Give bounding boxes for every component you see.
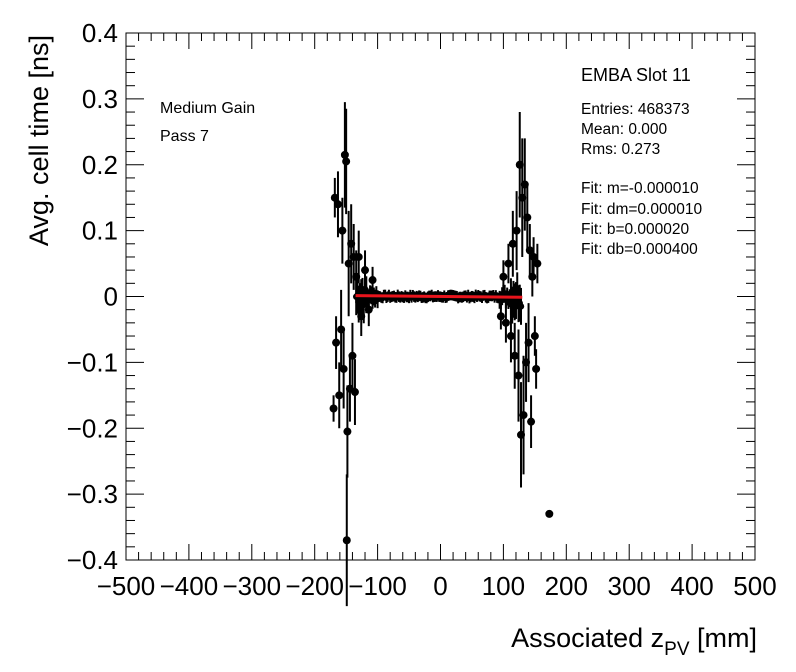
data-point (357, 312, 366, 321)
data-point (504, 259, 513, 268)
data-point (529, 252, 538, 261)
x-axis-label-main: Associated z (511, 623, 664, 653)
stat-fit-db: Fit: db=0.000400 (581, 241, 698, 258)
data-point (519, 411, 528, 420)
stat-fit-dm: Fit: dm=0.000010 (581, 201, 702, 218)
data-point (368, 276, 377, 285)
data-point (506, 332, 515, 341)
data-point (530, 332, 539, 341)
data-point (545, 509, 554, 518)
annotation-gain: Medium Gain (160, 100, 255, 117)
x-tick-label: −400 (160, 571, 219, 601)
x-axis-label-unit: [mm] (690, 623, 758, 653)
x-tick-label: 100 (482, 571, 525, 601)
data-point (364, 305, 373, 314)
chart-title: EMBA Slot 11 (581, 65, 691, 85)
axis-ticks-layer (125, 32, 756, 561)
x-tick-label: −300 (223, 571, 282, 601)
data-points-layer (329, 102, 554, 607)
data-point (361, 266, 370, 275)
stat-fit-m: Fit: m=-0.000010 (581, 180, 699, 197)
data-point (527, 417, 536, 426)
y-tick-label: 0 (104, 282, 118, 312)
stat-rms: Rms: 0.273 (581, 141, 660, 158)
stat-entries: Entries: 468373 (581, 101, 690, 118)
x-tick-label: 200 (545, 571, 588, 601)
y-tick-label: −0.4 (67, 545, 118, 575)
data-point (339, 364, 348, 373)
x-tick-label: 400 (670, 571, 713, 601)
tick-labels-layer: −500 −400 −300 −200 −100 0 100 200 300 400 500 −0.4… (67, 18, 777, 601)
x-tick-label: −100 (348, 571, 407, 601)
y-axis-label: Avg. cell time [ns] (24, 35, 54, 246)
data-point (343, 427, 352, 436)
data-point (330, 193, 339, 202)
data-point (329, 404, 338, 413)
data-point (532, 364, 541, 373)
x-tick-label: 500 (733, 571, 776, 601)
data-point (342, 536, 351, 545)
data-point (525, 246, 534, 255)
y-tick-label: −0.1 (67, 347, 118, 377)
data-point (528, 272, 537, 281)
y-tick-label: 0.2 (82, 150, 118, 180)
data-point (333, 200, 342, 209)
fit-line-layer (355, 294, 523, 299)
data-point (354, 252, 363, 261)
y-tick-label: 0.3 (82, 84, 118, 114)
data-point (523, 213, 532, 222)
data-point (514, 371, 523, 380)
fit-line (355, 294, 523, 299)
data-point (533, 259, 542, 268)
x-axis-label: Associated zPV [mm] (511, 623, 757, 660)
annotation-pass: Pass 7 (160, 128, 209, 145)
x-tick-label: 300 (608, 571, 651, 601)
data-point (496, 312, 505, 321)
data-point (517, 303, 525, 310)
data-point (508, 239, 517, 248)
data-point (342, 157, 351, 166)
data-point (338, 226, 347, 235)
data-point (350, 388, 359, 397)
x-tick-label: −200 (285, 571, 344, 601)
x-tick-label: −500 (97, 571, 156, 601)
y-tick-label: 0.1 (82, 216, 118, 246)
data-point (348, 351, 357, 360)
data-point (499, 272, 508, 281)
stat-fit-b: Fit: b=0.000020 (581, 221, 690, 238)
data-point (501, 318, 510, 327)
y-tick-label: −0.2 (67, 413, 118, 443)
data-point (335, 391, 344, 400)
data-point (510, 351, 519, 360)
y-tick-label: −0.3 (67, 479, 118, 509)
x-tick-label: 0 (433, 571, 447, 601)
y-tick-label: 0.4 (82, 18, 118, 48)
data-point (524, 338, 533, 347)
stat-mean: Mean: 0.000 (581, 121, 668, 138)
data-point (512, 226, 521, 235)
stats-box: Entries: 468373 Mean: 0.000 Rms: 0.273 F… (581, 101, 702, 258)
x-axis-label-subscript: PV (664, 639, 690, 660)
data-point (332, 338, 341, 347)
